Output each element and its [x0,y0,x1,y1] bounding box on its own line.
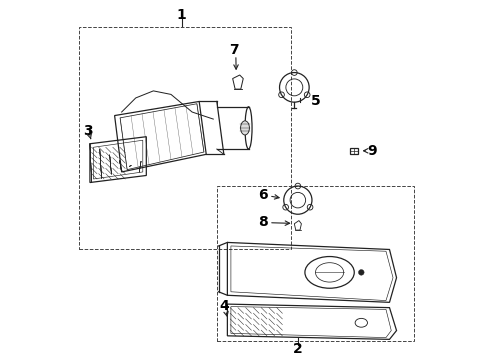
Text: 6: 6 [258,188,268,202]
Text: 5: 5 [311,94,320,108]
Text: 8: 8 [258,215,268,229]
Text: 4: 4 [219,299,229,313]
Text: 7: 7 [230,43,239,57]
Ellipse shape [241,121,249,135]
Bar [350,148,359,154]
Text: 2: 2 [293,342,303,356]
Text: 1: 1 [177,8,186,22]
Text: 9: 9 [367,144,377,158]
Text: 3: 3 [83,125,93,138]
Bar [79,27,291,249]
Bar [217,186,414,341]
Circle shape [359,270,364,275]
